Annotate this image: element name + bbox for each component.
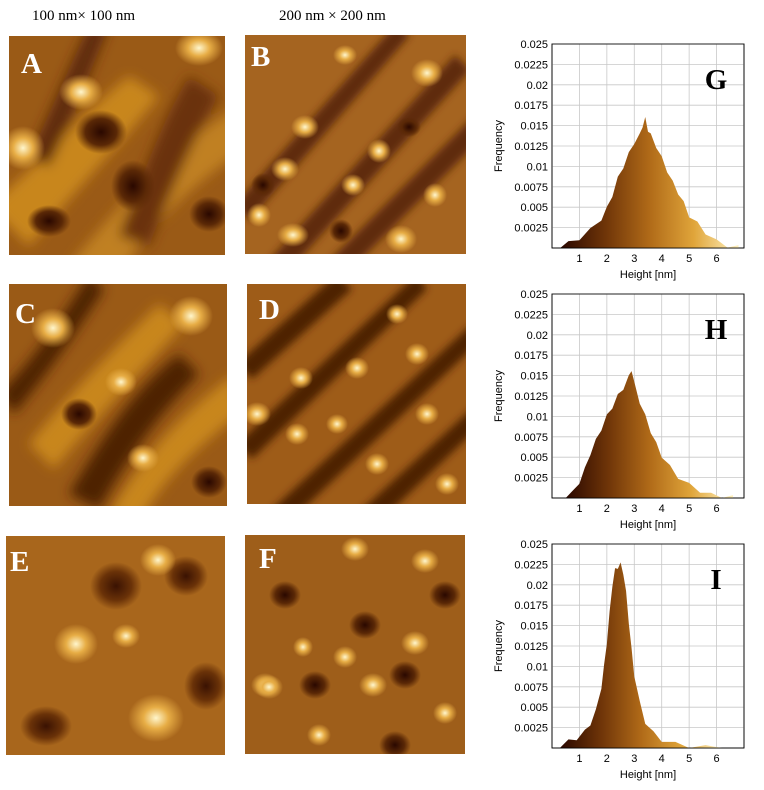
y-tick-label: 0.0125 bbox=[514, 141, 548, 153]
y-tick-label: 0.025 bbox=[520, 289, 548, 301]
column-title-200nm: 200 nm × 200 nm bbox=[279, 8, 386, 24]
histogram-area bbox=[565, 371, 734, 498]
y-tick-label: 0.0175 bbox=[514, 600, 548, 612]
x-tick-label: 6 bbox=[714, 503, 720, 515]
y-tick-label: 0.0225 bbox=[514, 559, 548, 571]
x-tick-label: 1 bbox=[576, 253, 582, 265]
y-tick-label: 0.0075 bbox=[514, 682, 548, 694]
x-tick-label: 2 bbox=[604, 253, 610, 265]
y-axis-label: Frequency bbox=[493, 620, 505, 672]
y-tick-label: 0.015 bbox=[520, 621, 548, 633]
height-histogram-h: 0.0025 0.005 0.0075 0.01 0.0125 0.015 0.0175 0.… bbox=[480, 286, 758, 540]
x-tick-label: 2 bbox=[604, 753, 610, 765]
x-tick-label: 6 bbox=[714, 253, 720, 265]
y-tick-label: 0.0025 bbox=[514, 223, 548, 235]
panel-label-d: D bbox=[259, 294, 280, 326]
y-tick-label: 0.0225 bbox=[514, 59, 548, 71]
x-tick-label: 3 bbox=[631, 253, 637, 265]
y-tick-label: 0.0075 bbox=[514, 432, 548, 444]
x-tick-label: 6 bbox=[714, 753, 720, 765]
y-tick-label: 0.015 bbox=[520, 121, 548, 133]
plot-frame bbox=[551, 543, 745, 749]
y-tick-label: 0.025 bbox=[520, 539, 548, 551]
y-tick-label: 0.005 bbox=[520, 702, 548, 714]
afm-topography-f bbox=[245, 535, 465, 754]
y-tick-label: 0.0175 bbox=[514, 100, 548, 112]
x-axis-label: Height [nm] bbox=[620, 519, 676, 531]
x-tick-label: 3 bbox=[631, 753, 637, 765]
y-tick-label: 0.01 bbox=[527, 661, 548, 673]
afm-image-e: E bbox=[6, 536, 225, 755]
plot-frame bbox=[551, 293, 745, 499]
x-axis-label: Height [nm] bbox=[620, 269, 676, 281]
y-tick-label: 0.01 bbox=[527, 161, 548, 173]
y-tick-label: 0.025 bbox=[520, 39, 548, 51]
y-tick-label: 0.02 bbox=[527, 580, 548, 592]
x-tick-label: 1 bbox=[576, 753, 582, 765]
histogram-i-svg: 0.0025 0.005 0.0075 0.01 0.0125 0.015 0.0175 0.… bbox=[493, 539, 745, 781]
histogram-area bbox=[560, 562, 723, 748]
panel-label-h: H bbox=[705, 314, 728, 346]
panel-label-i: I bbox=[710, 564, 721, 596]
x-tick-label: 4 bbox=[659, 753, 665, 765]
y-tick-label: 0.02 bbox=[527, 330, 548, 342]
y-axis-label: Frequency bbox=[493, 370, 505, 422]
x-tick-label: 4 bbox=[659, 253, 665, 265]
panel-label-g: G bbox=[705, 64, 728, 96]
panel-label-c: C bbox=[15, 298, 36, 330]
afm-image-f: F bbox=[245, 535, 465, 754]
panel-label-f: F bbox=[259, 543, 277, 575]
height-histogram-g: 0.0025 0.005 0.0075 0.01 0.0125 0.015 0.0175 0.… bbox=[480, 36, 758, 290]
panel-label-e: E bbox=[10, 546, 30, 578]
afm-topography-b bbox=[245, 35, 466, 254]
y-tick-label: 0.02 bbox=[527, 80, 548, 92]
afm-topography-e bbox=[6, 536, 225, 755]
height-histogram-i: 0.0025 0.005 0.0075 0.01 0.0125 0.015 0.0175 0.… bbox=[480, 536, 758, 790]
panel-label-a: A bbox=[21, 48, 42, 80]
y-axis-label: Frequency bbox=[493, 120, 505, 172]
x-tick-label: 5 bbox=[686, 503, 692, 515]
afm-image-a: A bbox=[9, 36, 225, 255]
y-tick-label: 0.0225 bbox=[514, 309, 548, 321]
x-axis-label: Height [nm] bbox=[620, 769, 676, 781]
y-tick-label: 0.0025 bbox=[514, 473, 548, 485]
histogram-g-svg: 0.0025 0.005 0.0075 0.01 0.0125 0.015 0.0175 0.… bbox=[493, 39, 745, 281]
afm-image-c: C bbox=[9, 284, 227, 506]
histogram-h-svg: 0.0025 0.005 0.0075 0.01 0.0125 0.015 0.0175 0.… bbox=[493, 289, 745, 531]
histogram-area bbox=[560, 117, 739, 248]
afm-topography-c bbox=[9, 284, 227, 506]
afm-image-b: B bbox=[245, 35, 466, 254]
y-tick-label: 0.01 bbox=[527, 411, 548, 423]
plot-frame bbox=[551, 43, 745, 249]
y-tick-label: 0.0125 bbox=[514, 391, 548, 403]
y-tick-label: 0.005 bbox=[520, 452, 548, 464]
afm-topography-a bbox=[9, 36, 225, 255]
column-title-100nm: 100 nm× 100 nm bbox=[32, 8, 136, 24]
x-tick-label: 2 bbox=[604, 503, 610, 515]
x-tick-label: 5 bbox=[686, 753, 692, 765]
y-tick-label: 0.0075 bbox=[514, 182, 548, 194]
y-tick-label: 0.015 bbox=[520, 371, 548, 383]
y-tick-label: 0.005 bbox=[520, 202, 548, 214]
afm-image-d: D bbox=[247, 284, 466, 504]
y-tick-label: 0.0025 bbox=[514, 723, 548, 735]
afm-topography-d bbox=[247, 284, 466, 504]
x-tick-label: 3 bbox=[631, 503, 637, 515]
y-tick-label: 0.0125 bbox=[514, 641, 548, 653]
x-tick-label: 4 bbox=[659, 503, 665, 515]
panel-label-b: B bbox=[251, 41, 271, 73]
y-tick-label: 0.0175 bbox=[514, 350, 548, 362]
x-tick-label: 1 bbox=[576, 503, 582, 515]
x-tick-label: 5 bbox=[686, 253, 692, 265]
